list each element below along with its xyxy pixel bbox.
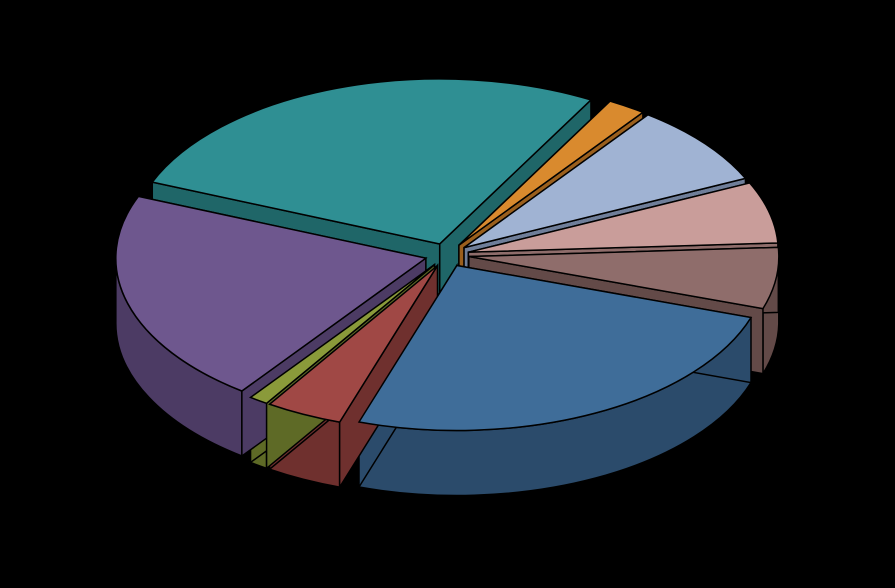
pie-chart-3d (0, 0, 895, 588)
